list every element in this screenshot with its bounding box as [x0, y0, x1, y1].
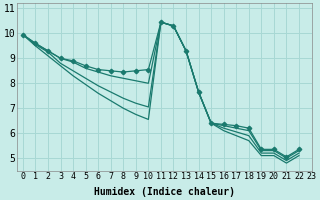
X-axis label: Humidex (Indice chaleur): Humidex (Indice chaleur): [93, 186, 235, 197]
